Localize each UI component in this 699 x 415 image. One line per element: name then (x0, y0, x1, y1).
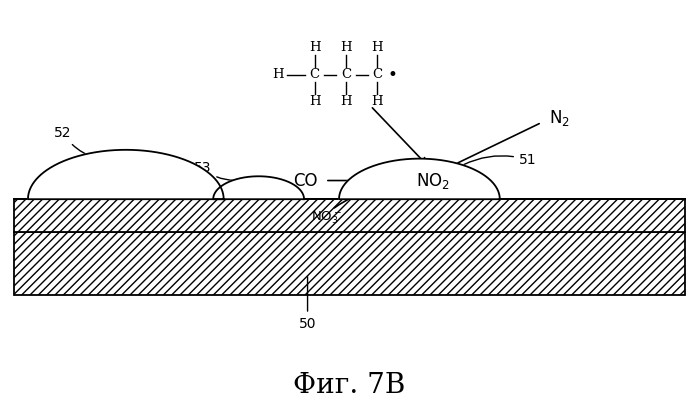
Text: 51: 51 (464, 153, 537, 167)
Polygon shape (28, 150, 224, 199)
Text: •: • (388, 66, 398, 84)
Text: H: H (273, 68, 284, 81)
Text: C: C (373, 68, 382, 81)
Text: $\mathregular{N_2}$: $\mathregular{N_2}$ (549, 108, 570, 128)
Text: C: C (310, 68, 319, 81)
Polygon shape (213, 176, 304, 199)
Text: 50: 50 (298, 277, 317, 331)
Text: H: H (340, 41, 352, 54)
Bar (14, 232, 685, 295)
Text: C: C (341, 68, 351, 81)
Text: H: H (372, 95, 383, 108)
Text: H: H (309, 41, 320, 54)
Bar (14, 232, 685, 295)
Text: CO: CO (294, 171, 318, 190)
Bar (14, 199, 685, 232)
Bar (14, 199, 685, 232)
Text: H: H (309, 95, 320, 108)
Polygon shape (339, 159, 500, 199)
Text: H: H (372, 41, 383, 54)
Text: H: H (340, 95, 352, 108)
Text: $\mathregular{NO_2}$: $\mathregular{NO_2}$ (416, 171, 450, 190)
Text: Фиг. 7В: Фиг. 7В (294, 372, 405, 400)
Text: 53: 53 (194, 161, 235, 181)
Text: $\mathregular{NO_3^-}$: $\mathregular{NO_3^-}$ (311, 210, 342, 226)
Text: 52: 52 (54, 126, 95, 158)
